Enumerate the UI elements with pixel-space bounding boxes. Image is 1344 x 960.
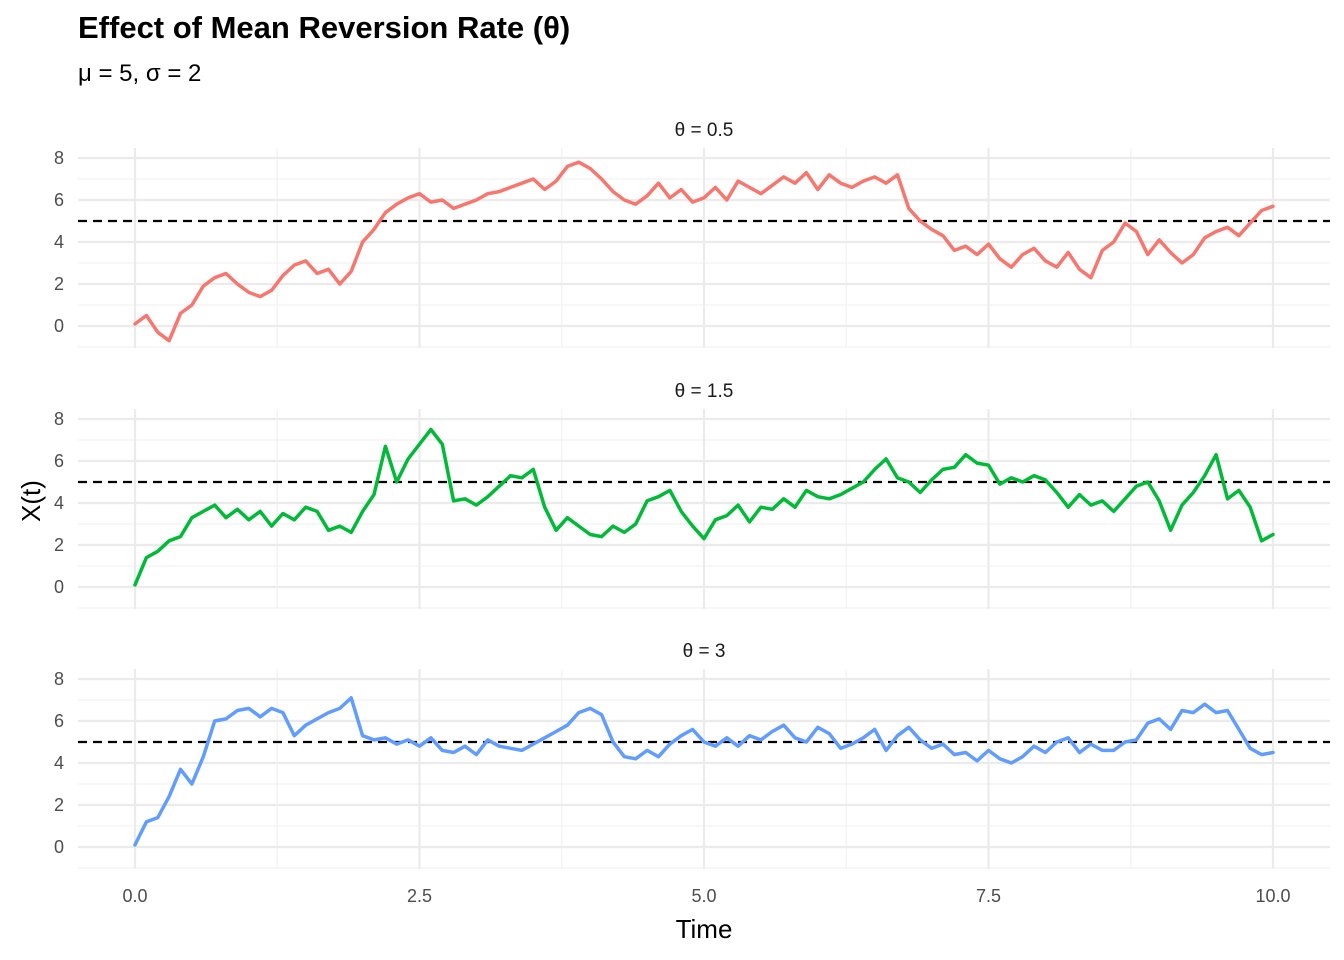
x-tick-label: 10.0 (1255, 886, 1290, 906)
series-line (133, 427, 1275, 587)
y-tick-label: 4 (54, 753, 64, 773)
y-tick-label: 8 (54, 669, 64, 689)
y-tick-label: 6 (54, 711, 64, 731)
y-tick-label: 2 (54, 795, 64, 815)
x-tick-label: 7.5 (976, 886, 1001, 906)
y-tick-label: 0 (54, 577, 64, 597)
y-tick-label: 6 (54, 190, 64, 210)
panel-2: θ = 1.5 0 2 4 6 8 (54, 381, 1330, 609)
y-tick-label: 8 (54, 148, 64, 168)
panel-strip-label: θ = 3 (683, 641, 726, 662)
y-tick-label: 4 (54, 232, 64, 252)
chart-subtitle: μ = 5, σ = 2 (78, 60, 202, 87)
y-tick-label: 2 (54, 274, 64, 294)
panel-3: θ = 3 0 2 4 6 8 (54, 641, 1330, 869)
x-tick-label: 0.0 (122, 886, 147, 906)
y-tick-label: 8 (54, 409, 64, 429)
x-tick-label: 5.0 (691, 886, 716, 906)
y-tick-label: 4 (54, 493, 64, 513)
y-tick-label: 0 (54, 316, 64, 336)
y-tick-label: 6 (54, 451, 64, 471)
y-axis-title: X(t) (16, 480, 46, 522)
x-tick-label: 2.5 (407, 886, 432, 906)
panel-strip-label: θ = 0.5 (675, 120, 734, 141)
y-tick-label: 2 (54, 535, 64, 555)
chart-title: Effect of Mean Reversion Rate (θ) (78, 10, 571, 45)
y-tick-label: 0 (54, 837, 64, 857)
series-line (133, 160, 1275, 343)
panel-1: θ = 0.5 0 2 4 6 8 (54, 120, 1330, 348)
panel-strip-label: θ = 1.5 (675, 381, 734, 402)
x-axis-title: Time (676, 914, 733, 944)
series-line (133, 696, 1275, 847)
